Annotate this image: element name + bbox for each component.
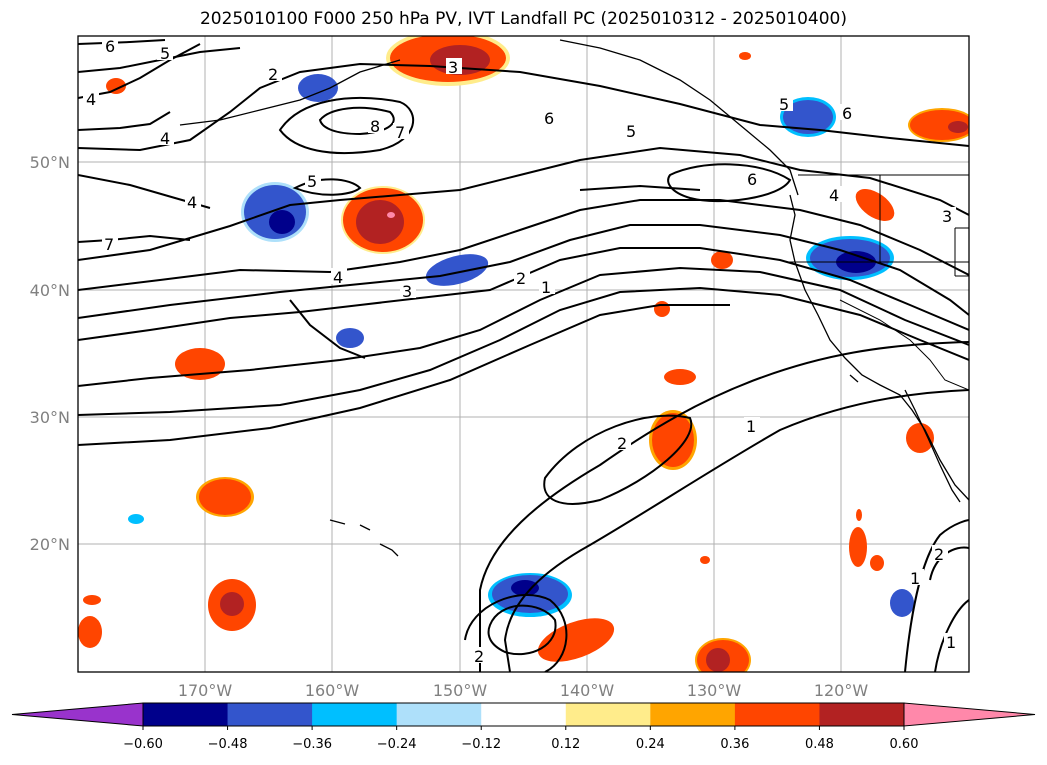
- contour-label: 6: [544, 109, 554, 128]
- lon-label: 170°W: [178, 681, 233, 700]
- contour-label: 6: [842, 104, 852, 123]
- map-panel: [78, 36, 969, 672]
- lon-label: 120°W: [814, 681, 869, 700]
- contour-label: 2: [617, 434, 627, 453]
- contour-label: 1: [910, 569, 920, 588]
- colorbar-tick-label: −0.12: [461, 737, 501, 752]
- latitude-labels: 50°N 40°N 30°N 20°N: [30, 153, 70, 554]
- lon-label: 150°W: [433, 681, 488, 700]
- contour-label: 4: [333, 268, 343, 287]
- colorbar-bin: [734, 703, 820, 726]
- colorbar-tick-label: −0.24: [377, 737, 417, 752]
- colorbar-frame: [142, 702, 905, 727]
- map-border: [77, 35, 970, 673]
- colorbar-extend-low: [11, 702, 144, 727]
- longitude-labels: 170°W 160°W 150°W 140°W 130°W 120°W: [178, 681, 869, 700]
- contour-label: 6: [105, 37, 115, 56]
- lon-label: 160°W: [305, 681, 360, 700]
- contour-label: 2: [474, 647, 484, 666]
- contour-label: 6: [747, 170, 757, 189]
- lat-label: 50°N: [30, 153, 70, 172]
- contour-label: 2: [268, 65, 278, 84]
- colorbar-bin: [396, 703, 482, 726]
- contour-label: 7: [104, 235, 114, 254]
- lon-label: 140°W: [560, 681, 615, 700]
- contour-label: 1: [541, 278, 551, 297]
- contour-label: 1: [946, 633, 956, 652]
- lat-label: 20°N: [30, 535, 70, 554]
- colorbar-bin: [650, 703, 736, 726]
- colorbar-tick-label: −0.60: [123, 737, 163, 752]
- contour-label: 4: [86, 90, 96, 109]
- colorbar-tick-label: −0.48: [208, 737, 248, 752]
- lat-label: 30°N: [30, 408, 70, 427]
- contour-labels: 6 5 4 2 3 8 7 4 6 5 6 5 6 5: [83, 36, 960, 666]
- contour-label: 5: [626, 122, 636, 141]
- colorbar-tick-label: 0.48: [805, 737, 834, 752]
- contour-label: 4: [829, 186, 839, 205]
- contour-label: 5: [307, 172, 317, 191]
- colorbar-tick-label: 0.60: [890, 737, 919, 752]
- political-borders: [785, 174, 969, 391]
- colorbar-tick-label: −0.36: [292, 737, 332, 752]
- contour-label: 3: [402, 282, 412, 301]
- colorbar-tick-label: 0.12: [551, 737, 580, 752]
- colorbar-bin: [227, 703, 313, 726]
- contour-label: 8: [370, 117, 380, 136]
- colorbar-bin: [565, 703, 651, 726]
- contour-label: 7: [395, 123, 405, 142]
- colorbar-bin: [819, 703, 905, 726]
- figure-title: 2025010100 F000 250 hPa PV, IVT Landfall…: [199, 9, 847, 29]
- colorbar-bin: [143, 703, 229, 726]
- contour-label: 3: [942, 207, 952, 226]
- contour-label: 1: [746, 417, 756, 436]
- contour-label: 2: [516, 269, 526, 288]
- colorbar-tick-label: 0.24: [636, 737, 665, 752]
- contour-label: 4: [160, 129, 170, 148]
- contour-label: 4: [187, 193, 197, 212]
- colorbar-extend-high: [903, 702, 1036, 727]
- colorbar: −0.60 −0.48 −0.36 −0.24 −0.12 0.12 0.24 0.36 0.4…: [11, 702, 1036, 752]
- colorbar-bin: [312, 703, 398, 726]
- colorbar-tick-label: 0.36: [720, 737, 749, 752]
- negative-anomaly-shading: [128, 74, 914, 617]
- contour-label: 3: [448, 58, 458, 77]
- contour-label: 5: [160, 44, 170, 63]
- lat-label: 40°N: [30, 281, 70, 300]
- contour-label: 5: [779, 95, 789, 114]
- colorbar-bin: [481, 703, 567, 726]
- lon-label: 130°W: [687, 681, 742, 700]
- contour-label: 2: [934, 545, 944, 564]
